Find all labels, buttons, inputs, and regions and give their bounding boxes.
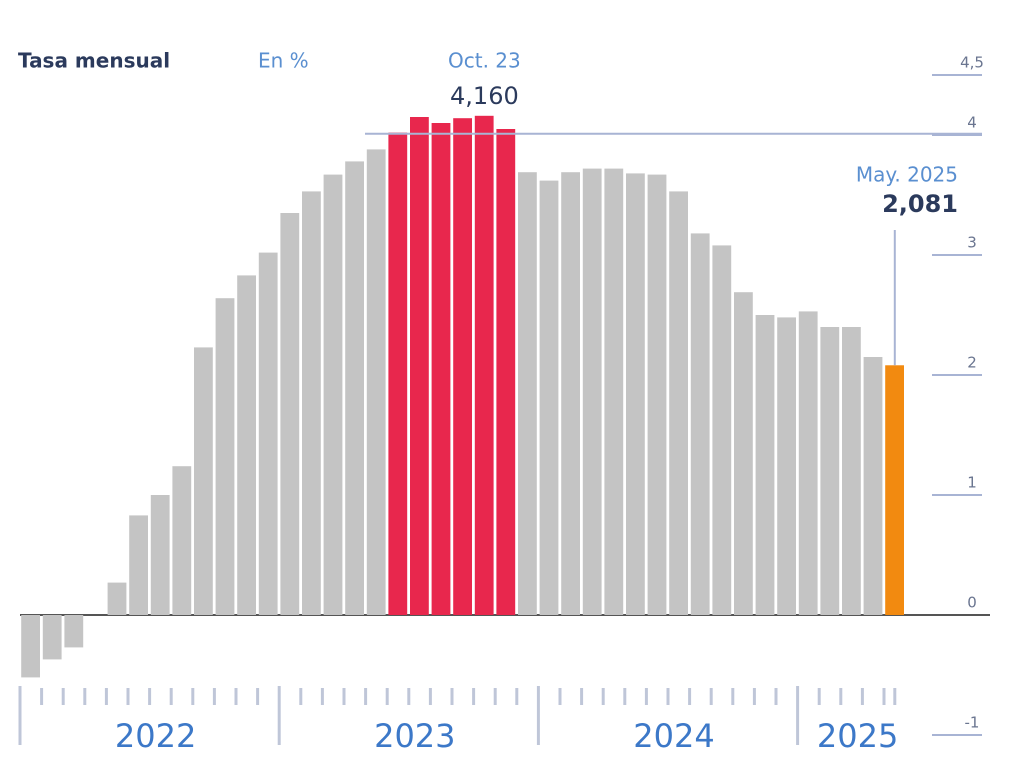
year-label: 2022 (115, 717, 196, 755)
bar (302, 191, 321, 615)
bar (345, 161, 364, 615)
bar (626, 173, 645, 615)
bar (410, 117, 429, 615)
bar (64, 615, 84, 648)
year-label: 2023 (374, 717, 455, 755)
bar (453, 118, 472, 615)
bar (496, 129, 516, 615)
bar (582, 168, 602, 615)
bar (42, 615, 62, 660)
bar (388, 132, 408, 615)
y-tick-label: 4 (967, 114, 977, 132)
y-tick-label: 2 (967, 354, 977, 372)
bar (690, 233, 710, 615)
bar (237, 275, 256, 615)
bar (280, 213, 300, 615)
bar (258, 252, 278, 615)
bar (215, 298, 235, 615)
bar (604, 168, 624, 615)
bar (194, 347, 213, 615)
y-tick-label: 0 (967, 594, 977, 612)
bar (820, 327, 840, 615)
bar (777, 317, 796, 615)
bar (647, 174, 667, 615)
year-label: 2025 (817, 717, 898, 755)
chart-title: Tasa mensual (18, 49, 170, 73)
bar (561, 172, 580, 615)
bar (21, 615, 40, 678)
bar (107, 582, 127, 615)
bar (474, 115, 494, 616)
y-tick-label: -1 (965, 714, 980, 732)
bar (518, 172, 537, 615)
y-tick-label: 3 (967, 234, 977, 252)
bar (172, 466, 192, 615)
bar (150, 495, 170, 615)
bar (734, 292, 753, 615)
value-label: 2,081 (882, 190, 958, 218)
point-label: Oct. 23 (448, 49, 521, 73)
bar (798, 311, 818, 615)
point-label: May. 2025 (856, 163, 958, 187)
bar (885, 365, 904, 615)
bar (539, 180, 559, 615)
year-label: 2024 (633, 717, 714, 755)
bar (669, 191, 688, 615)
chart-subtitle: En % (258, 49, 309, 73)
value-label: 4,160 (450, 82, 519, 110)
bar (755, 315, 775, 615)
bar (323, 174, 343, 615)
y-tick-label: 1 (967, 474, 977, 492)
bar (712, 245, 732, 615)
bar (863, 357, 883, 615)
bar (842, 327, 861, 615)
bar (431, 123, 451, 615)
y-tick-label: 4,5 (960, 54, 984, 72)
bar (366, 149, 386, 615)
bar (129, 515, 148, 615)
